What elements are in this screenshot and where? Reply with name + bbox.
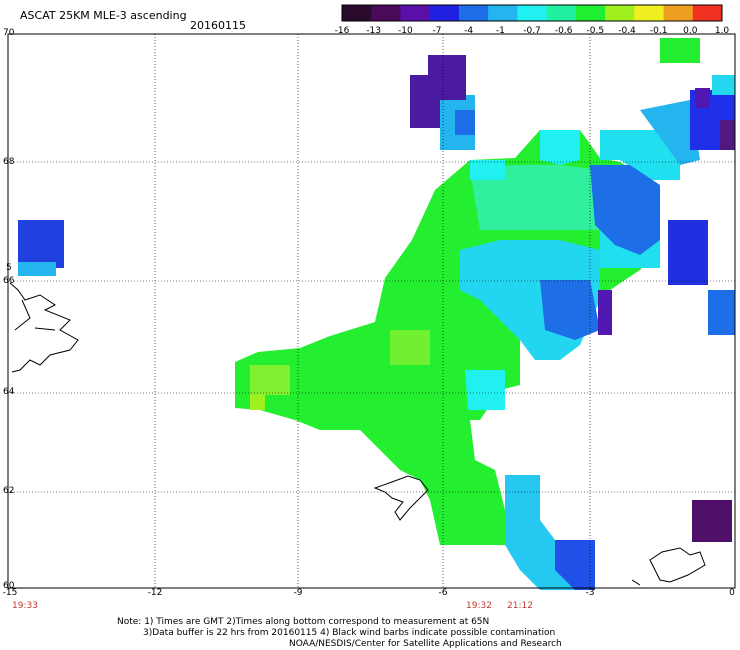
colorbar-label: -0.1 [649,26,668,36]
colorbar-swatch [342,5,372,21]
colorbar-swatch [605,5,635,21]
colorbar-label: 0.0 [683,26,698,36]
patch-purple-4 [692,500,732,542]
colorbar-label: -0.7 [523,26,541,36]
colorbar-swatch [575,5,606,21]
patch-blue-6 [455,110,475,135]
swath-main [235,130,660,545]
patch-purple-6 [695,88,710,108]
time-left: 19:33 [12,601,38,611]
colorbar-swatch [429,5,460,21]
note-line-2: 3)Data buffer is 22 hrs from 20160115 4)… [143,628,556,638]
lat-label-66: 66 [3,276,15,286]
lon-label-minus6: -6 [438,588,448,598]
colorbar-swatch [488,5,518,21]
colorbar-label: -0.5 [586,26,605,36]
map-title: ASCAT 25KM MLE-3 ascending [20,9,187,22]
coastlines [9,282,706,586]
note-line-1: Note: 1) Times are GMT 2)Times along bot… [117,617,490,627]
patch-blue-2 [540,280,600,340]
colorbar-swatch [546,5,577,21]
lon-label-minus15: -15 [2,588,18,598]
time-mid2: 21:12 [507,601,533,611]
patch-cyan-8 [640,100,700,165]
coastline-faroe [631,547,706,586]
colorbar-label: -13 [366,26,382,36]
patch-blue-4 [708,290,735,335]
colorbar-label: -10 [397,26,413,36]
patch-lightgreen-3 [250,395,265,410]
patch-cyan-4 [465,370,505,410]
lat-label-62: 62 [3,486,15,496]
time-mid1: 19:32 [466,601,492,611]
coastline-iceland [373,475,429,521]
colorbar-label: -7 [432,26,442,36]
colorbar-label: -16 [334,26,350,36]
colorbar-swatch [634,5,665,21]
colorbar-swatch [692,5,723,21]
patch-blue-9 [18,220,64,268]
lon-label-minus12: -12 [147,588,163,598]
lat-label-60: 60 [3,581,15,591]
map-frame [7,33,736,589]
map-date: 20160115 [190,19,246,32]
lat-label-overlap: 5 [6,263,12,273]
colorbar-label: -4 [464,26,474,36]
colorbar [341,4,723,22]
coastline-greenland [9,282,79,373]
colorbar-swatch [663,5,694,21]
note-line-3: NOAA/NESDIS/Center for Satellite Applica… [289,639,562,649]
lat-label-68: 68 [3,157,15,167]
patch-blue-7 [668,220,708,285]
lat-label-70: 70 [3,28,15,38]
lon-label-minus3: -3 [585,588,595,598]
colorbar-swatch [371,5,401,21]
colorbar-label: 1.0 [714,26,730,36]
lat-label-64: 64 [3,387,15,397]
colorbar-label: -0.4 [618,26,636,36]
patch-green-2 [660,38,700,63]
patch-purple-2 [410,75,440,128]
patch-cyan-10 [18,262,56,276]
lon-label-0: 0 [729,588,735,598]
mle-data-patches [18,38,735,590]
patch-purple-5 [720,120,735,150]
colorbar-swatch [400,5,431,21]
patch-lightgreen-2 [250,365,290,395]
colorbar-border [341,4,723,22]
patch-cyangreen [470,165,620,230]
patch-blue-3 [555,540,595,590]
patch-purple-3 [598,290,612,335]
patch-cyan-2 [470,160,505,180]
patch-cyan-11 [712,75,735,95]
lon-label-minus9: -9 [293,588,303,598]
colorbar-swatch [458,5,489,21]
colorbar-label: -1 [495,26,505,36]
patch-blue-1 [590,165,660,255]
colorbar-swatch [517,5,548,21]
patch-cyan-6 [600,130,680,180]
patch-lightgreen-1 [390,330,430,365]
patch-cyan-1 [540,130,580,165]
colorbar-label: -0.6 [554,26,573,36]
graticule [8,34,735,588]
